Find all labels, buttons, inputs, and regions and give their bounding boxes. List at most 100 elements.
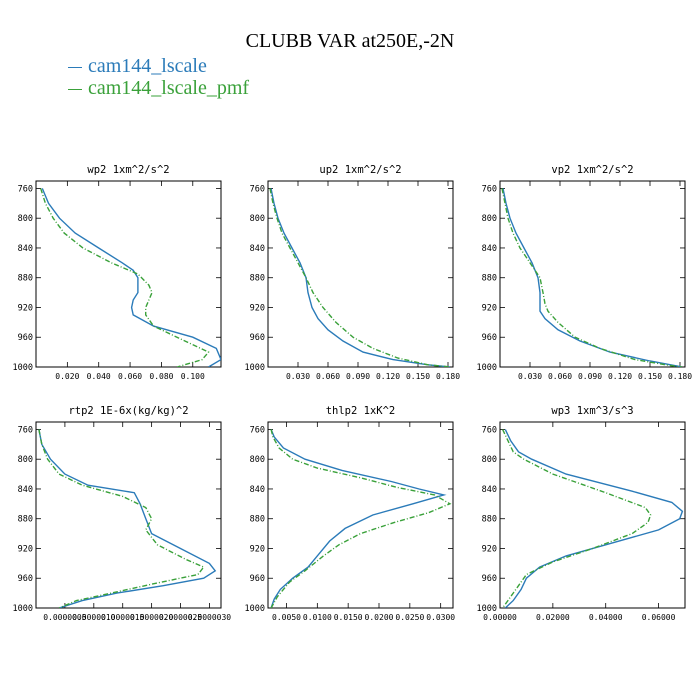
- y-tick-label: 840: [18, 485, 33, 495]
- panel-5: wp3 1xm^3/s^3 760 800 840 880 920 960 10000.000…: [477, 405, 686, 622]
- plot-frame: [35, 180, 222, 368]
- legend-label-lscale-pmf: cam144_lscale_pmf: [88, 77, 250, 99]
- y-tick-label: 800: [250, 455, 265, 465]
- x-tick-label: 0.0150: [334, 613, 363, 622]
- x-tick-label: 0.0050: [272, 613, 301, 622]
- x-tick-label: 0.060: [316, 372, 340, 381]
- y-tick-label: 960: [18, 333, 33, 343]
- panel-title: thlp2 1xK^2: [326, 405, 396, 417]
- x-tick-label: 0.120: [376, 372, 400, 381]
- x-tick-label: 0.0000030: [188, 613, 232, 622]
- y-tick-label: 1000: [477, 363, 497, 373]
- y-tick-label: 800: [482, 214, 497, 224]
- x-tick-label: 0.080: [149, 372, 173, 381]
- series-line-lscale: [270, 429, 447, 608]
- y-tick-label: 960: [482, 333, 497, 343]
- series-line-lscale: [504, 429, 684, 608]
- x-tick-label: 0.180: [668, 372, 692, 381]
- y-tick-label: 920: [250, 303, 265, 313]
- y-tick-label: 960: [250, 574, 265, 584]
- y-tick-label: 760: [250, 425, 265, 435]
- series-line-lscale: [502, 188, 683, 367]
- panel-title: up2 1xm^2/s^2: [319, 164, 401, 176]
- x-tick-label: 0.020: [55, 372, 79, 381]
- legend-item-lscale: cam144_lscale: [68, 55, 207, 78]
- y-tick-label: 840: [250, 485, 265, 495]
- figure-title: CLUBB VAR at250E,-2N: [245, 30, 455, 52]
- x-tick-label: 0.0100: [303, 613, 332, 622]
- x-tick-label: 0.02000: [536, 613, 570, 622]
- y-tick-label: 920: [250, 544, 265, 554]
- x-tick-label: 0.00000: [483, 613, 517, 622]
- x-tick-label: 0.0000020: [130, 613, 174, 622]
- panel-title: rtp2 1E-6x(kg/kg)^2: [68, 405, 188, 417]
- series-line-lscale-pmf: [270, 429, 452, 608]
- series-line-lscale: [270, 188, 451, 367]
- series-line-lscale-pmf: [40, 188, 210, 367]
- x-tick-label: 0.090: [346, 372, 370, 381]
- y-tick-label: 880: [18, 274, 33, 284]
- x-tick-label: 0.030: [286, 372, 310, 381]
- x-tick-label: 0.120: [608, 372, 632, 381]
- y-tick-label: 760: [482, 425, 497, 435]
- y-tick-label: 920: [482, 303, 497, 313]
- x-tick-label: 0.0000025: [159, 613, 203, 622]
- series-line-lscale-pmf: [269, 188, 451, 367]
- y-tick-label: 840: [18, 244, 33, 254]
- y-tick-label: 840: [250, 244, 265, 254]
- y-tick-label: 960: [18, 574, 33, 584]
- x-tick-label: 0.04000: [589, 613, 623, 622]
- y-tick-label: 1000: [245, 363, 265, 373]
- y-tick-label: 920: [482, 544, 497, 554]
- y-tick-label: 880: [482, 515, 497, 525]
- x-tick-label: 0.0000015: [101, 613, 145, 622]
- plot-frame: [267, 180, 454, 368]
- y-tick-label: 760: [18, 184, 33, 194]
- y-tick-label: 920: [18, 544, 33, 554]
- y-tick-label: 1000: [245, 604, 265, 614]
- y-tick-label: 880: [250, 515, 265, 525]
- legend-line-lscale: [68, 66, 82, 68]
- x-tick-label: 0.040: [87, 372, 111, 381]
- x-tick-label: 0.0200: [365, 613, 394, 622]
- y-tick-label: 800: [18, 214, 33, 224]
- series-line-lscale-pmf: [501, 188, 683, 367]
- x-tick-label: 0.030: [518, 372, 542, 381]
- y-tick-label: 1000: [477, 604, 497, 614]
- series-line-lscale-pmf: [38, 429, 205, 608]
- y-tick-label: 840: [482, 244, 497, 254]
- x-tick-label: 0.100: [181, 372, 205, 381]
- plot-frame: [35, 421, 222, 609]
- x-tick-label: 0.150: [406, 372, 430, 381]
- panel-0: wp2 1xm^2/s^2 760 800 840 880 920 960 1000 0.020…: [13, 164, 222, 381]
- plot-frame: [267, 421, 454, 609]
- x-tick-label: 0.090: [578, 372, 602, 381]
- legend-line-lscale-pmf: [68, 88, 82, 90]
- series-line-lscale-pmf: [501, 429, 652, 608]
- y-tick-label: 800: [250, 214, 265, 224]
- y-tick-label: 760: [18, 425, 33, 435]
- x-tick-label: 0.06000: [642, 613, 676, 622]
- y-tick-label: 800: [18, 455, 33, 465]
- legend-item-lscale-pmf: cam144_lscale_pmf: [68, 77, 249, 100]
- y-tick-label: 880: [18, 515, 33, 525]
- y-tick-label: 840: [482, 485, 497, 495]
- y-tick-label: 960: [482, 574, 497, 584]
- x-tick-label: 0.060: [548, 372, 572, 381]
- y-tick-label: 1000: [13, 363, 33, 373]
- y-tick-label: 960: [250, 333, 265, 343]
- panel-3: rtp2 1E-6x(kg/kg)^2 760 800 840 880 920 960 100…: [13, 405, 232, 622]
- x-tick-label: 0.0000010: [72, 613, 116, 622]
- y-tick-label: 880: [250, 274, 265, 284]
- y-tick-label: 920: [18, 303, 33, 313]
- y-tick-label: 760: [250, 184, 265, 194]
- x-tick-label: 0.0000005: [43, 613, 87, 622]
- plot-frame: [499, 421, 686, 609]
- legend-label-lscale: cam144_lscale: [88, 55, 207, 77]
- x-tick-label: 0.0250: [395, 613, 424, 622]
- panel-title: wp2 1xm^2/s^2: [87, 164, 169, 176]
- y-tick-label: 880: [482, 274, 497, 284]
- x-tick-label: 0.0300: [426, 613, 455, 622]
